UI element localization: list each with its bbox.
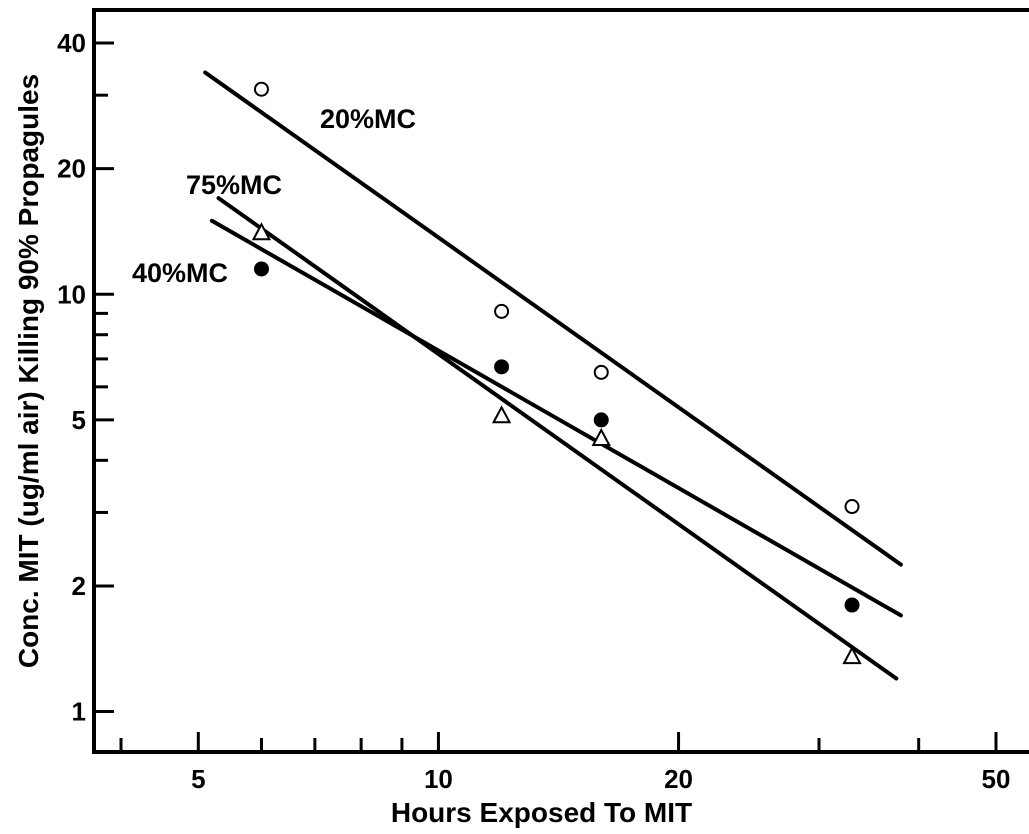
tick-labels: 5 10 20 50 1 2 5 10 20 40 [57, 28, 1010, 794]
fit-line [203, 70, 903, 567]
data-point-open-circle [593, 364, 609, 380]
data-point-open-triangle [251, 222, 272, 241]
y-tick-label: 5 [72, 405, 86, 435]
series-label: 40%MC [132, 258, 228, 288]
x-tick-label: 50 [982, 764, 1011, 794]
axes [92, 8, 1029, 754]
data-point-open-circle [844, 499, 860, 515]
x-tick-label: 10 [424, 764, 453, 794]
data-point-filled-circle [593, 412, 609, 428]
y-tick-label: 10 [57, 279, 86, 309]
series-label: 20%MC [320, 104, 416, 134]
data-point-filled-circle [844, 597, 860, 613]
series-labels: 20%MC 75%MC 40%MC [132, 104, 416, 288]
data-point-open-circle [253, 81, 269, 97]
fit-lines [203, 70, 903, 681]
series-label: 75%MC [186, 170, 282, 200]
fit-line [209, 218, 903, 618]
data-point-filled-circle [494, 359, 510, 375]
data-point-open-triangle [491, 405, 512, 424]
y-tick-label: 40 [57, 28, 86, 58]
y-tick-label: 20 [57, 154, 86, 184]
data-point-open-circle [494, 303, 510, 319]
y-tick-label: 2 [72, 571, 86, 601]
fit-line [216, 196, 899, 681]
x-tick-label: 5 [191, 764, 205, 794]
y-axis-title: Conc. MIT (ug/ml air) Killing 90% Propag… [13, 74, 44, 668]
data-point-filled-circle [253, 261, 269, 277]
data-point-open-triangle [591, 427, 611, 446]
data-point-open-triangle [842, 646, 862, 665]
x-tick-label: 20 [664, 764, 693, 794]
x-axis-title: Hours Exposed To MIT [391, 797, 692, 828]
data-points [251, 81, 862, 665]
y-tick-label: 1 [72, 697, 86, 727]
